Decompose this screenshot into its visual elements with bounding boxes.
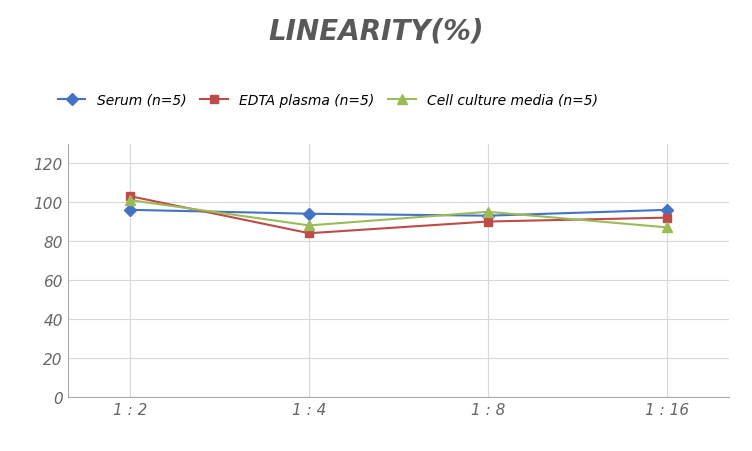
EDTA plasma (n=5) xyxy=(484,219,493,225)
EDTA plasma (n=5) xyxy=(305,231,314,236)
Line: EDTA plasma (n=5): EDTA plasma (n=5) xyxy=(126,193,671,238)
Cell culture media (n=5) xyxy=(126,198,135,203)
Legend: Serum (n=5), EDTA plasma (n=5), Cell culture media (n=5): Serum (n=5), EDTA plasma (n=5), Cell cul… xyxy=(52,88,604,113)
Cell culture media (n=5) xyxy=(663,225,672,230)
Serum (n=5) xyxy=(126,207,135,213)
Cell culture media (n=5) xyxy=(305,223,314,229)
Line: Serum (n=5): Serum (n=5) xyxy=(126,206,671,221)
EDTA plasma (n=5) xyxy=(126,194,135,199)
Serum (n=5) xyxy=(484,213,493,219)
EDTA plasma (n=5) xyxy=(663,216,672,221)
Serum (n=5) xyxy=(663,207,672,213)
Line: Cell culture media (n=5): Cell culture media (n=5) xyxy=(126,196,672,233)
Cell culture media (n=5) xyxy=(484,210,493,215)
Serum (n=5) xyxy=(305,212,314,217)
Text: LINEARITY(%): LINEARITY(%) xyxy=(268,18,484,46)
